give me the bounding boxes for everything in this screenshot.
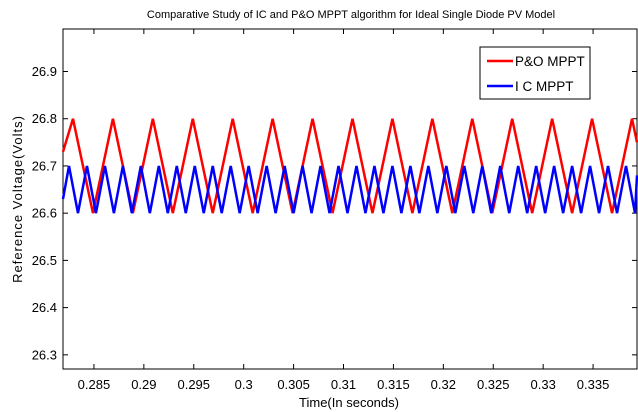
- legend-box: [479, 46, 591, 100]
- x-tick-label: 0.315: [377, 377, 410, 392]
- x-tick-label: 0.29: [131, 377, 156, 392]
- y-tick-label: 26.5: [32, 253, 57, 268]
- y-tick-labels: 26.3 26.4 26.5 26.6 26.7 26.8 26.9: [32, 64, 57, 362]
- x-axis-label: Time(In seconds): [299, 395, 399, 410]
- legend-label-ic: I C MPPT: [515, 79, 574, 94]
- x-tick-label: 0.325: [477, 377, 510, 392]
- x-tick-label: 0.295: [177, 377, 210, 392]
- series-layer: [61, 118, 638, 214]
- legend: P&O MPPT I C MPPT: [479, 46, 591, 100]
- x-tick-labels: 0.285 0.29 0.295 0.3 0.305 0.31 0.315 0.32 0.325…: [78, 377, 610, 392]
- y-tick-label: 26.7: [32, 158, 57, 173]
- y-axis-label: Reference Voltage(Volts): [10, 115, 25, 283]
- x-tick-label: 0.285: [78, 377, 111, 392]
- x-tick-label: 0.33: [531, 377, 556, 392]
- y-tick-label: 26.3: [32, 347, 57, 362]
- x-tick-label: 0.32: [431, 377, 456, 392]
- x-tick-label: 0.3: [235, 377, 253, 392]
- chart-title: Comparative Study of IC and P&O MPPT alg…: [147, 9, 555, 21]
- x-tick-label: 0.305: [277, 377, 310, 392]
- series-line-ic-mppt: [61, 165, 638, 214]
- x-tick-label: 0.335: [577, 377, 610, 392]
- y-tick-label: 26.9: [32, 64, 57, 79]
- y-tick-label: 26.6: [32, 206, 57, 221]
- y-tick-label: 26.8: [32, 111, 57, 126]
- axis-ticks: [63, 29, 637, 369]
- y-tick-label: 26.4: [32, 300, 57, 315]
- x-tick-label: 0.31: [331, 377, 356, 392]
- series-line-po-mppt: [61, 118, 638, 214]
- legend-label-po: P&O MPPT: [515, 54, 585, 69]
